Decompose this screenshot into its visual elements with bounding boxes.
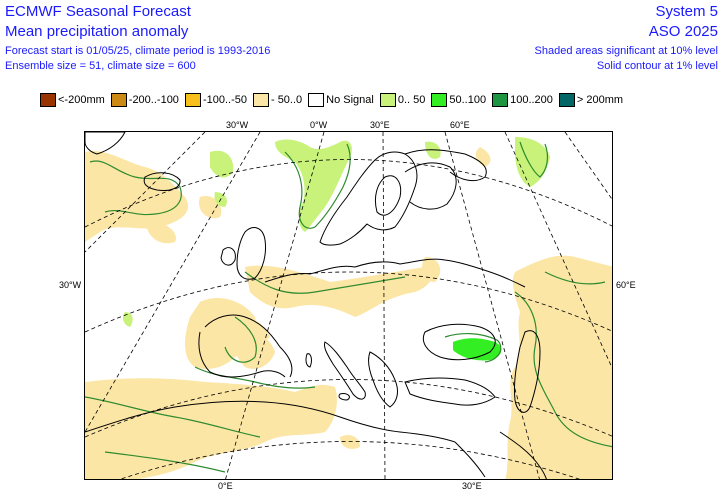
title-line-2: Mean precipitation anomaly: [5, 23, 189, 40]
legend-item: 0.. 50: [379, 93, 426, 107]
legend-label: -100..-50: [202, 94, 247, 106]
dry-anomaly-shading: [85, 147, 612, 479]
legend-label: 0.. 50: [397, 94, 426, 106]
legend-label: 100..200: [510, 94, 553, 106]
precipitation-anomaly-map: [84, 131, 613, 480]
contour-note: Solid contour at 1% level: [596, 60, 718, 72]
legend-item: > 200mm: [558, 93, 624, 107]
legend-item: 100..200: [492, 93, 553, 107]
legend-item: 50..100: [431, 93, 486, 107]
graticule-label-bottom-30e: 30°E: [462, 481, 482, 491]
legend-label: > 200mm: [576, 94, 624, 106]
coastlines: [85, 132, 547, 479]
legend-item: -100..-50: [184, 93, 247, 107]
graticule-label-bottom-0: 0°E: [218, 481, 233, 491]
legend-swatch: [184, 93, 201, 107]
legend-swatch: [431, 93, 448, 107]
graticule-lines: [85, 132, 612, 479]
legend-label: - 50..0: [270, 94, 303, 106]
legend-item: -200..-100: [110, 93, 179, 107]
legend-item: No Signal: [308, 93, 374, 107]
graticule-label-top-60e: 60°E: [450, 120, 470, 130]
title-line-1: ECMWF Seasonal Forecast: [5, 3, 191, 20]
legend-item: - 50..0: [252, 93, 303, 107]
legend-swatch: [40, 93, 56, 107]
legend-swatch: [308, 93, 325, 107]
graticule-label-top-30w: 30°W: [226, 120, 249, 130]
graticule-label-top-30e: 30°E: [370, 120, 390, 130]
color-legend: <-200mm -200..-100 -100..-50 - 50..0 No …: [40, 91, 629, 109]
ensemble-info: Ensemble size = 51, climate size = 600: [5, 60, 196, 72]
season-label: ASO 2025: [648, 23, 718, 40]
wet-anomaly-shading: [122, 137, 550, 361]
legend-label: -200..-100: [128, 94, 179, 106]
legend-item: <-200mm: [40, 93, 105, 107]
forecast-info: Forecast start is 01/05/25, climate peri…: [5, 45, 271, 57]
legend-swatch: [110, 93, 127, 107]
legend-swatch: [558, 93, 575, 107]
graticule-label-left-30w: 30°W: [59, 280, 82, 290]
significance-contours: [85, 141, 612, 473]
legend-label: No Signal: [326, 94, 374, 106]
legend-swatch: [252, 93, 269, 107]
graticule-label-right-60e: 60°E: [616, 280, 636, 290]
system-label: System 5: [655, 3, 718, 20]
significance-note: Shaded areas significant at 10% level: [534, 45, 718, 57]
legend-label: 50..100: [449, 94, 487, 106]
legend-swatch: [379, 93, 396, 107]
legend-label: <-200mm: [58, 94, 105, 106]
legend-swatch: [492, 93, 509, 107]
graticule-label-top-0: 0°W: [310, 120, 328, 130]
